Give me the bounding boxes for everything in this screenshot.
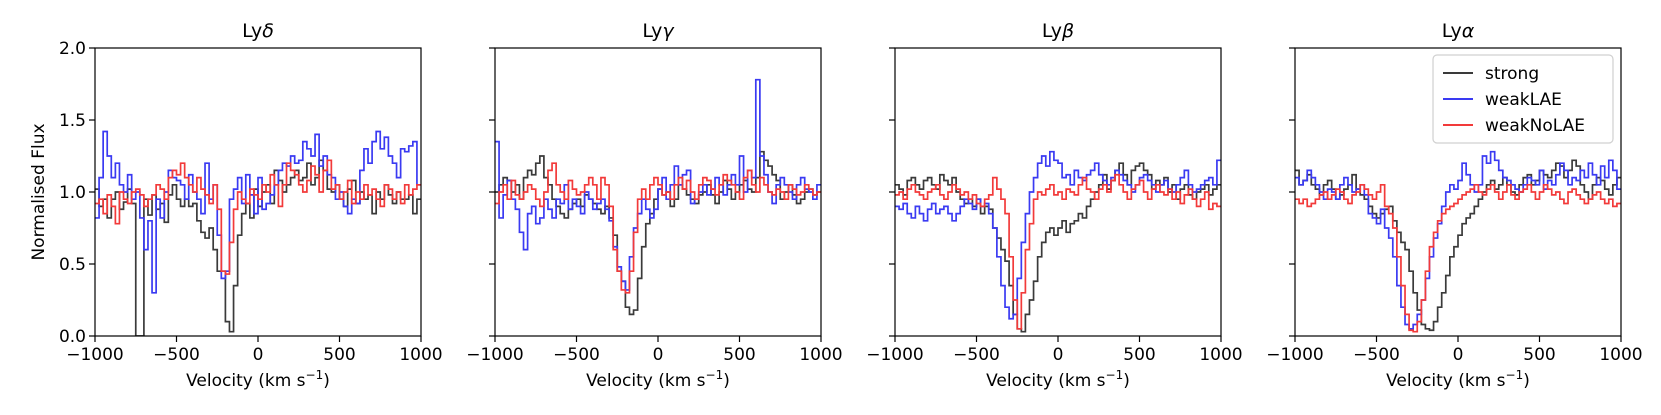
legend-box xyxy=(1432,54,1614,144)
series-line-weakNoLAE xyxy=(1295,183,1621,333)
series-line-weakLAE xyxy=(495,78,821,291)
x-tick-label: 500 xyxy=(323,345,355,365)
x-tick-label: −500 xyxy=(1353,345,1400,365)
x-tick-label: 0 xyxy=(1053,345,1064,365)
x-tick-label: 1000 xyxy=(1599,345,1642,365)
x-axis-label-sup: −1 xyxy=(1506,368,1524,382)
legend-label-weakLAE: weakLAE xyxy=(1485,90,1562,110)
panel-title-greek: α xyxy=(1462,20,1475,42)
y-tick-label: 0.0 xyxy=(59,327,86,347)
x-tick-label: 0 xyxy=(653,345,664,365)
x-axis-label-close: ) xyxy=(723,371,730,391)
panel-title-base: Ly xyxy=(242,20,262,42)
series-line-strong xyxy=(895,162,1221,333)
y-tick-label: 1.0 xyxy=(59,183,86,203)
series-line-weakNoLAE xyxy=(495,162,821,294)
y-tick-label: 0.5 xyxy=(59,255,86,275)
x-axis-label-close: ) xyxy=(1123,371,1130,391)
panel-title-greek: γ xyxy=(662,20,675,42)
x-tick-label: 0 xyxy=(1453,345,1464,365)
series-line-weakNoLAE xyxy=(895,173,1221,330)
panel-title-base: Ly xyxy=(1042,20,1062,42)
panel-title: Lyγ xyxy=(642,20,675,42)
x-axis-label-sup: −1 xyxy=(306,368,324,382)
x-tick-label: 1000 xyxy=(1199,345,1242,365)
x-tick-label: −500 xyxy=(553,345,600,365)
x-axis-label-text: Velocity (km s xyxy=(986,371,1106,391)
y-axis-label: Normalised Flux xyxy=(29,123,49,260)
panel-title-greek: β xyxy=(1061,20,1074,42)
x-tick-label: 500 xyxy=(1123,345,1155,365)
panel-3-series xyxy=(895,150,1221,333)
series-line-weakLAE xyxy=(895,150,1221,320)
x-tick-label: −1000 xyxy=(866,345,924,365)
panel-title: Lyδ xyxy=(242,20,274,42)
x-tick-label: 0 xyxy=(253,345,264,365)
legend-label-strong: strong xyxy=(1485,64,1539,84)
x-axis-label-text: Velocity (km s xyxy=(1386,371,1506,391)
x-axis-label-text: Velocity (km s xyxy=(186,371,306,391)
x-tick-label: −500 xyxy=(153,345,200,365)
panel-title-base: Ly xyxy=(642,20,662,42)
panel-title: Lyβ xyxy=(1042,20,1074,42)
y-tick-label: 1.5 xyxy=(59,111,86,131)
series-line-weakLAE xyxy=(1295,150,1621,330)
x-tick-label: 1000 xyxy=(799,345,842,365)
x-tick-label: −500 xyxy=(953,345,1000,365)
panel-4-series xyxy=(1295,150,1621,333)
x-tick-label: 1000 xyxy=(399,345,442,365)
panel-title: Lyα xyxy=(1442,20,1475,42)
x-axis-label: Velocity (km s−1) xyxy=(986,368,1130,391)
panel-2-series xyxy=(495,78,821,316)
x-tick-label: 500 xyxy=(723,345,755,365)
x-axis-label-close: ) xyxy=(1523,371,1530,391)
series-line-weakNoLAE xyxy=(95,159,421,275)
panel-title-base: Ly xyxy=(1442,20,1462,42)
series-line-strong xyxy=(495,150,821,316)
x-axis-label-close: ) xyxy=(323,371,330,391)
x-axis-label: Velocity (km s−1) xyxy=(586,368,730,391)
x-tick-label: −1000 xyxy=(1266,345,1324,365)
x-axis-label-sup: −1 xyxy=(1106,368,1124,382)
x-axis-label: Velocity (km s−1) xyxy=(186,368,330,391)
x-tick-label: −1000 xyxy=(466,345,524,365)
panel-title-greek: δ xyxy=(262,20,274,42)
x-tick-label: 500 xyxy=(1523,345,1555,365)
x-axis-label-sup: −1 xyxy=(706,368,724,382)
legend-label-weakNoLAE: weakNoLAE xyxy=(1485,116,1585,136)
y-tick-label: 2.0 xyxy=(59,39,86,59)
panel-1-series xyxy=(95,130,421,336)
x-axis-label-text: Velocity (km s xyxy=(586,371,706,391)
x-axis-label: Velocity (km s−1) xyxy=(1386,368,1530,391)
x-tick-label: −1000 xyxy=(66,345,124,365)
